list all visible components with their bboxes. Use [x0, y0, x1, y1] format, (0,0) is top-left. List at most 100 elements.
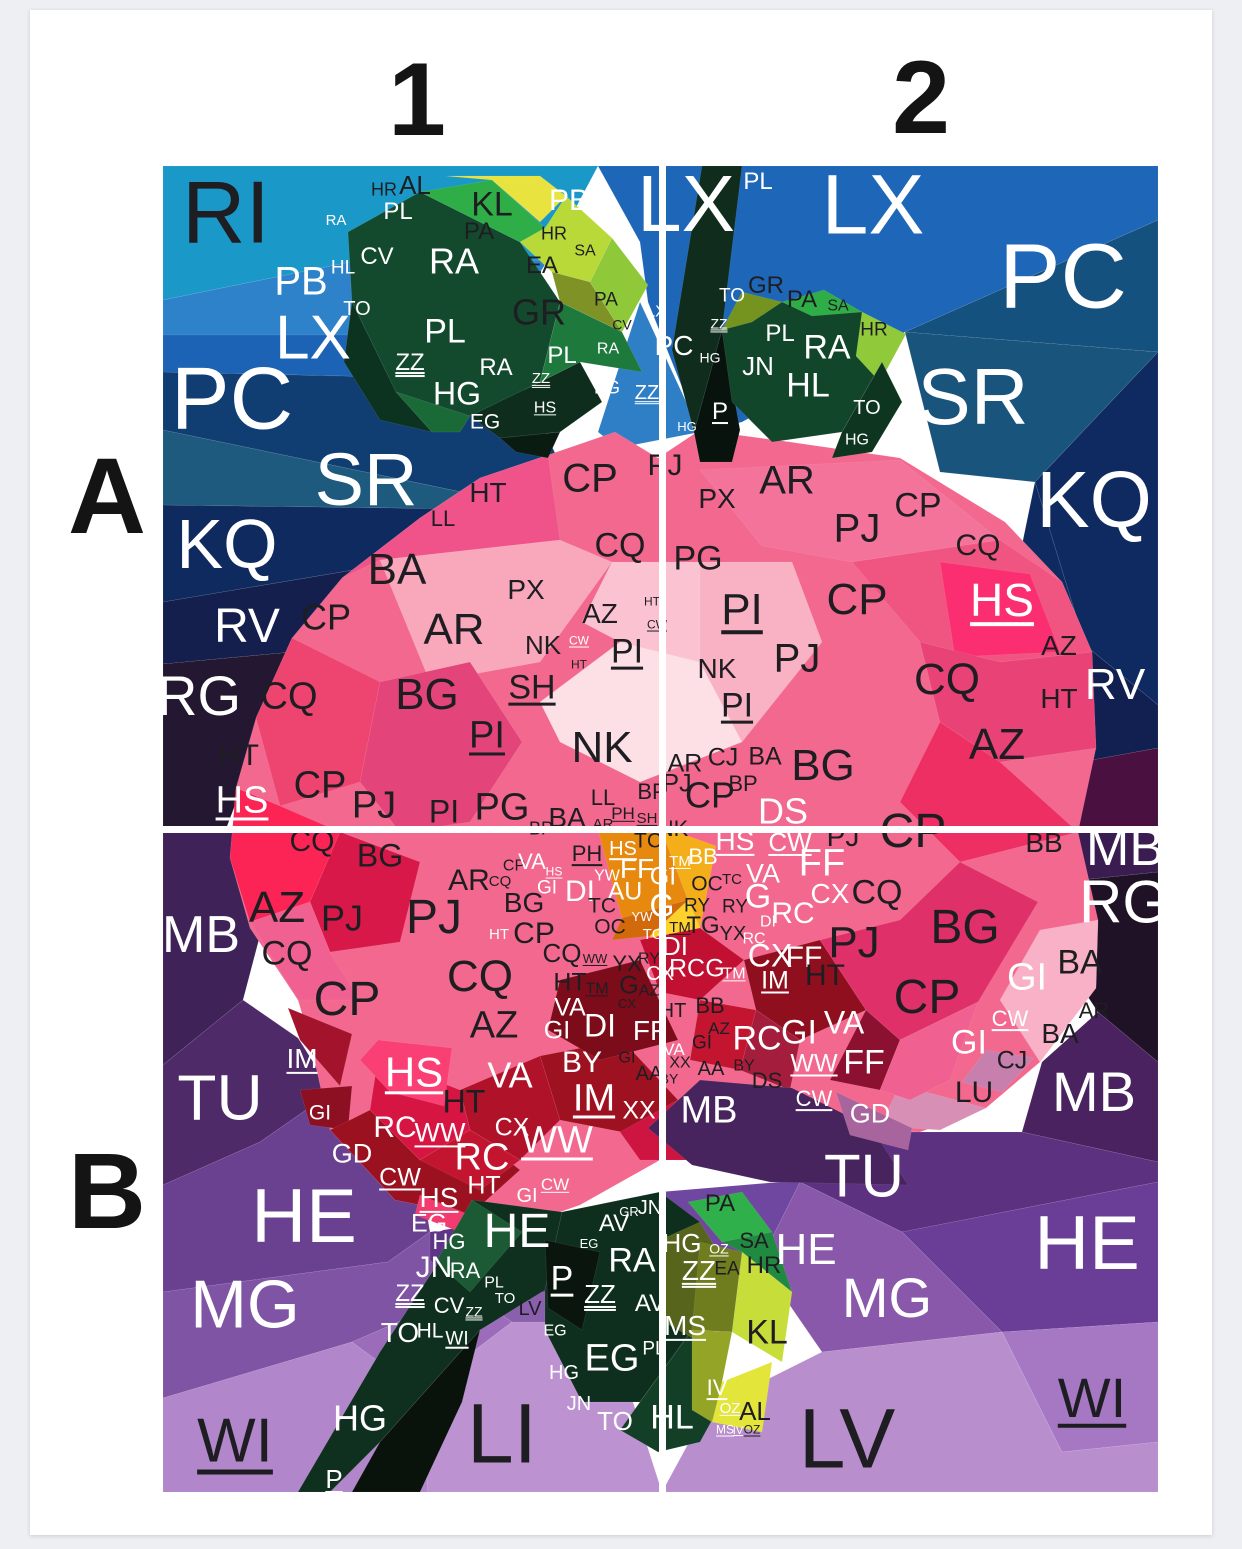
code-label-gr: GR	[512, 291, 566, 333]
code-label-cq: CQ	[447, 952, 513, 1002]
code-label-ba: BA	[1041, 1017, 1079, 1049]
code-label-ll: LL	[430, 506, 456, 532]
code-label-hr: HR	[746, 1252, 782, 1280]
code-label-he: HE	[775, 1225, 837, 1275]
mosaic-polygon	[379, 539, 613, 683]
code-label-by: BY	[561, 1045, 603, 1079]
code-label-xx: XX	[669, 1054, 691, 1072]
code-label-zz: ZZ	[395, 1280, 425, 1308]
row-header-a: A	[68, 435, 146, 556]
code-label-cp: CP	[684, 774, 736, 816]
code-label-ra: RA	[479, 354, 513, 382]
code-label-cx: CX	[617, 995, 637, 1011]
code-label-pl: PL	[547, 342, 577, 370]
code-label-pi: PI	[720, 686, 754, 725]
code-label-ba: BA	[1057, 943, 1103, 982]
code-label-pi: PI	[469, 714, 505, 757]
code-label-eg: EG	[410, 1209, 448, 1238]
code-label-wi: WI	[445, 1328, 469, 1350]
code-label-pb: PB	[548, 183, 590, 217]
mosaic-polygon	[699, 561, 823, 743]
code-label-lx: LX	[275, 303, 351, 373]
code-label-zz: ZZ	[531, 369, 551, 387]
code-label-ra: RA	[428, 240, 480, 282]
code-label-hg: HG	[333, 1397, 387, 1439]
code-label-cq: CQ	[914, 655, 980, 705]
code-label-lx: LX	[821, 157, 925, 252]
code-label-oz: OZ	[709, 1240, 729, 1257]
code-label-cq: CQ	[851, 873, 903, 912]
code-label-di: DI	[662, 930, 688, 961]
code-label-bb: BB	[1025, 826, 1063, 858]
code-label-by: BY	[733, 1057, 755, 1075]
code-label-sr: SR	[917, 351, 1029, 441]
mosaic-polygon	[879, 1001, 979, 1101]
code-label-cp: CP	[502, 857, 526, 875]
code-label-hs: HS	[609, 838, 637, 861]
code-label-ww: WW	[521, 1119, 593, 1162]
code-label-hr: HR	[541, 223, 567, 244]
code-label-ba: BA	[367, 545, 427, 595]
code-label-ea: EA	[714, 1258, 740, 1280]
code-label-ea: EA	[525, 252, 559, 280]
code-label-cq: CQ	[594, 526, 646, 565]
code-label-xx: XX	[622, 1096, 656, 1125]
code-label-gi: GI	[543, 1016, 571, 1045]
code-label-nk: NK	[571, 723, 633, 773]
column-header-1: 1	[388, 42, 446, 158]
code-label-ph: PH	[611, 803, 635, 823]
code-label-ar: AR	[759, 458, 815, 503]
code-label-hl: HL	[650, 1398, 694, 1437]
code-label-cx: CX	[810, 877, 850, 909]
code-label-hl: HL	[786, 366, 830, 405]
code-label-cp: CP	[313, 973, 381, 1027]
code-label-rc: RC	[771, 896, 815, 930]
code-label-kq: KQ	[1036, 454, 1152, 544]
code-label-pj: PJ	[828, 918, 880, 968]
code-label-pi: PI	[610, 632, 644, 671]
code-label-tc: TC	[588, 894, 616, 918]
code-label-pj: PJ	[773, 636, 821, 681]
mosaic-polygon	[395, 391, 471, 433]
code-label-bg: BG	[930, 901, 1000, 955]
mosaic-polygon	[693, 329, 741, 463]
mosaic-polygon	[721, 291, 783, 331]
mosaic-polygon	[639, 927, 745, 1001]
code-label-kl: KL	[471, 185, 513, 224]
code-label-jn: JN	[415, 1250, 453, 1284]
code-label-yx: YX	[719, 923, 747, 946]
code-label-ht: HT	[219, 738, 259, 772]
code-label-hs: HS	[384, 1048, 444, 1096]
code-label-pg: PG	[673, 539, 723, 578]
code-label-cw: CW	[991, 1006, 1029, 1032]
code-label-va: VA	[554, 993, 586, 1022]
code-label-rg: RG	[157, 663, 241, 727]
code-label-gd: GD	[849, 1098, 891, 1129]
code-label-ds: DS	[751, 1068, 783, 1094]
code-label-ar: AR	[1078, 998, 1110, 1024]
code-label-bb: BB	[695, 993, 725, 1019]
code-label-al: AL	[739, 1395, 771, 1426]
code-label-bg: BG	[356, 837, 404, 874]
code-label-az: AZ	[582, 597, 618, 629]
mosaic-polygon	[835, 1091, 913, 1151]
code-label-pa: PA	[463, 218, 495, 246]
code-label-sr: SR	[314, 438, 418, 522]
code-label-ht: HT	[489, 925, 509, 943]
code-label-rg: RG	[1079, 868, 1169, 936]
code-label-nk: NK	[697, 652, 737, 684]
code-label-cx: CX	[747, 937, 793, 974]
mosaic-polygon	[351, 1329, 481, 1493]
code-label-oc: OC	[691, 872, 723, 896]
code-label-ra: RA	[596, 340, 620, 358]
column-header-2: 2	[892, 40, 950, 156]
code-label-eg: EG	[543, 1322, 567, 1340]
code-label-rc: RC	[668, 954, 706, 983]
code-label-pc: PC	[170, 348, 294, 448]
code-label-yw: YW	[594, 867, 620, 885]
code-label-di: DI	[565, 874, 595, 908]
code-label-tm: TM	[669, 852, 691, 870]
code-label-hg: HG	[662, 1227, 702, 1258]
code-label-to: TO	[380, 1316, 420, 1348]
code-label-pc: PC	[999, 225, 1127, 328]
